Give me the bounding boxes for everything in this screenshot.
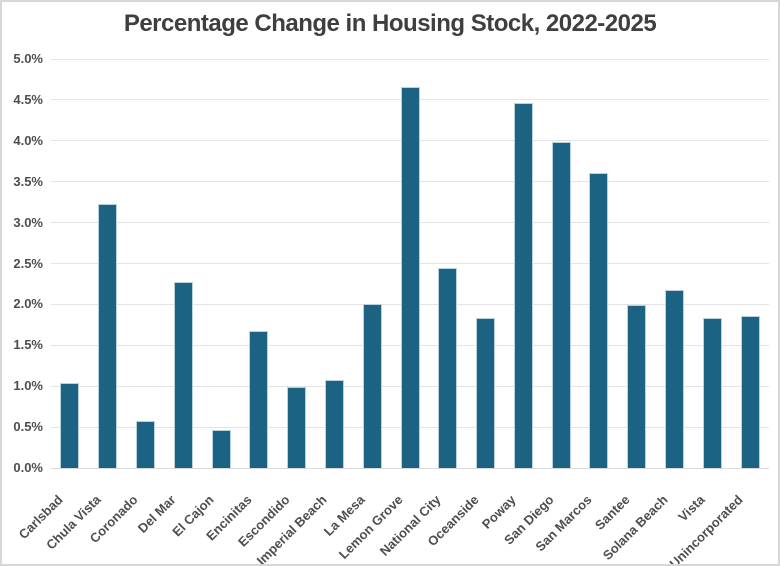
bar [665,289,685,468]
bar [324,379,344,468]
bar [249,331,269,468]
y-tick-label: 2.0% [13,296,43,312]
bar [173,281,193,468]
y-tick-label: 4.5% [13,91,43,107]
bar [287,387,307,468]
bar [589,172,609,468]
chart-title: Percentage Change in Housing Stock, 2022… [123,10,657,37]
gridline [51,467,769,469]
y-tick-label: 3.0% [13,214,43,230]
y-tick-label: 3.5% [13,173,43,189]
bar [476,318,496,468]
bar [438,268,458,468]
bar [400,86,420,468]
y-tick-label: 0.5% [13,419,43,435]
y-tick-label: 0.0% [13,460,43,475]
bar [362,303,382,468]
bar [211,429,231,468]
bar [60,382,80,468]
bar [702,317,722,468]
bar [135,421,155,468]
bar [740,315,760,468]
bar [513,103,533,468]
gridline [51,58,769,60]
y-tick-label: 4.0% [13,132,43,148]
y-tick-label: 2.5% [13,255,43,271]
bar [627,305,647,468]
y-tick-label: 1.5% [13,337,43,353]
y-tick-label: 5.0% [13,51,43,66]
y-tick-label: 1.0% [13,378,43,394]
plot-area [51,58,769,469]
bar [98,203,118,468]
bar [551,142,571,468]
